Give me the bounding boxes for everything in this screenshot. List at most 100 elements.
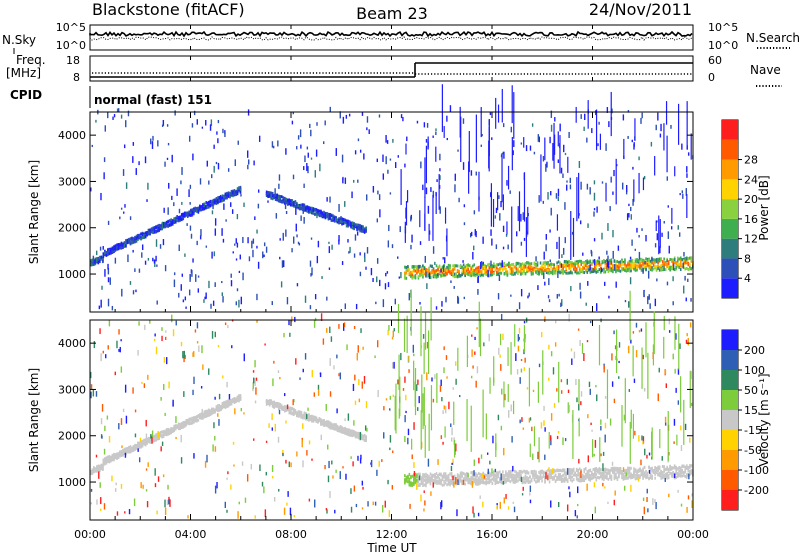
power-cell — [628, 267, 631, 271]
velocity-cell — [627, 470, 629, 474]
power-cell — [521, 268, 524, 272]
power-cell — [123, 244, 126, 248]
power-cell — [535, 263, 537, 267]
power-cell — [678, 262, 681, 266]
power-cell — [222, 296, 224, 303]
power-cell — [630, 266, 632, 270]
power-cell — [179, 216, 182, 220]
power-cell — [479, 270, 482, 274]
power-cell — [574, 267, 577, 271]
power-cell — [612, 266, 614, 270]
power-cell — [434, 270, 436, 274]
power-cell — [565, 263, 567, 267]
power-cell — [152, 231, 154, 235]
power-cell — [204, 296, 206, 300]
power-colorbar-segment — [722, 139, 738, 160]
velocity-cell — [214, 410, 216, 414]
power-cell — [293, 201, 295, 205]
power-cell — [147, 257, 150, 261]
power-cell — [586, 267, 589, 271]
power-cell — [95, 250, 98, 256]
velocity-cell — [420, 480, 423, 484]
velocity-cell — [165, 433, 168, 437]
power-cell — [642, 261, 644, 265]
power-cell — [345, 114, 348, 119]
velocity-cell — [420, 476, 423, 480]
velocity-cell — [563, 468, 566, 472]
velocity-cell — [170, 430, 172, 434]
power-cell — [630, 260, 632, 264]
velocity-cell — [486, 477, 489, 481]
power-cell — [424, 157, 426, 198]
velocity-cell — [491, 477, 494, 481]
power-cell — [679, 259, 682, 263]
power-cell — [606, 265, 608, 269]
power-cell — [348, 113, 351, 117]
power-cell — [246, 150, 249, 158]
velocity-cell — [90, 472, 92, 476]
power-cell — [627, 135, 629, 139]
velocity-cell — [134, 444, 136, 448]
power-cell — [422, 184, 424, 191]
power-cell — [566, 180, 568, 183]
velocity-cell — [584, 477, 587, 481]
velocity-cell — [315, 419, 318, 423]
velocity-cell — [615, 476, 617, 480]
velocity-cell — [438, 480, 441, 484]
power-cell — [439, 206, 441, 214]
power-cell — [641, 228, 643, 231]
velocity-cell — [220, 406, 222, 410]
power-cell — [217, 200, 219, 204]
power-cell — [405, 276, 408, 280]
velocity-cell — [580, 478, 583, 482]
power-cell — [347, 222, 349, 226]
power-cell — [387, 240, 390, 248]
velocity-cell — [496, 481, 498, 485]
power-cell — [561, 254, 563, 258]
velocity-cell — [450, 478, 453, 482]
power-cell — [489, 272, 492, 276]
velocity-cell — [277, 407, 280, 411]
power-cell — [324, 216, 327, 220]
power-cell — [606, 250, 608, 255]
power-cell — [221, 281, 223, 284]
velocity-cell — [609, 476, 611, 480]
power-cell — [292, 174, 295, 180]
power-cell — [129, 237, 132, 241]
velocity-cell — [560, 476, 563, 480]
power-cell — [347, 239, 349, 243]
velocity-cell — [496, 475, 498, 479]
velocity-cell — [470, 480, 472, 484]
power-cell — [645, 268, 647, 272]
velocity-cell — [485, 479, 488, 483]
power-cell — [550, 262, 552, 266]
power-cell — [467, 268, 469, 272]
power-cell — [678, 232, 681, 237]
velocity-cell — [350, 433, 352, 437]
power-cell — [682, 193, 684, 199]
power-cell — [503, 261, 506, 265]
power-cell — [627, 268, 629, 272]
power-colorbar-tick-label: 20 — [744, 193, 758, 206]
power-cell — [514, 265, 516, 269]
velocity-cell — [429, 481, 432, 485]
velocity-cell — [603, 469, 605, 473]
power-cell — [503, 271, 506, 275]
power-cell — [649, 265, 652, 269]
power-cell — [314, 212, 316, 216]
velocity-cell — [479, 472, 482, 476]
power-cell — [121, 288, 123, 297]
power-cell — [480, 107, 482, 138]
velocity-cell — [188, 421, 191, 425]
velocity-cell — [577, 471, 580, 475]
power-cell — [267, 200, 269, 203]
velocity-cell — [185, 422, 188, 426]
velocity-cell — [408, 479, 411, 483]
velocity-cell — [521, 480, 524, 484]
power-cell — [274, 197, 277, 201]
power-cell — [459, 264, 462, 268]
power-cell — [586, 265, 589, 269]
power-cell — [224, 131, 226, 138]
velocity-cell — [426, 473, 429, 477]
velocity-cell — [532, 470, 534, 474]
